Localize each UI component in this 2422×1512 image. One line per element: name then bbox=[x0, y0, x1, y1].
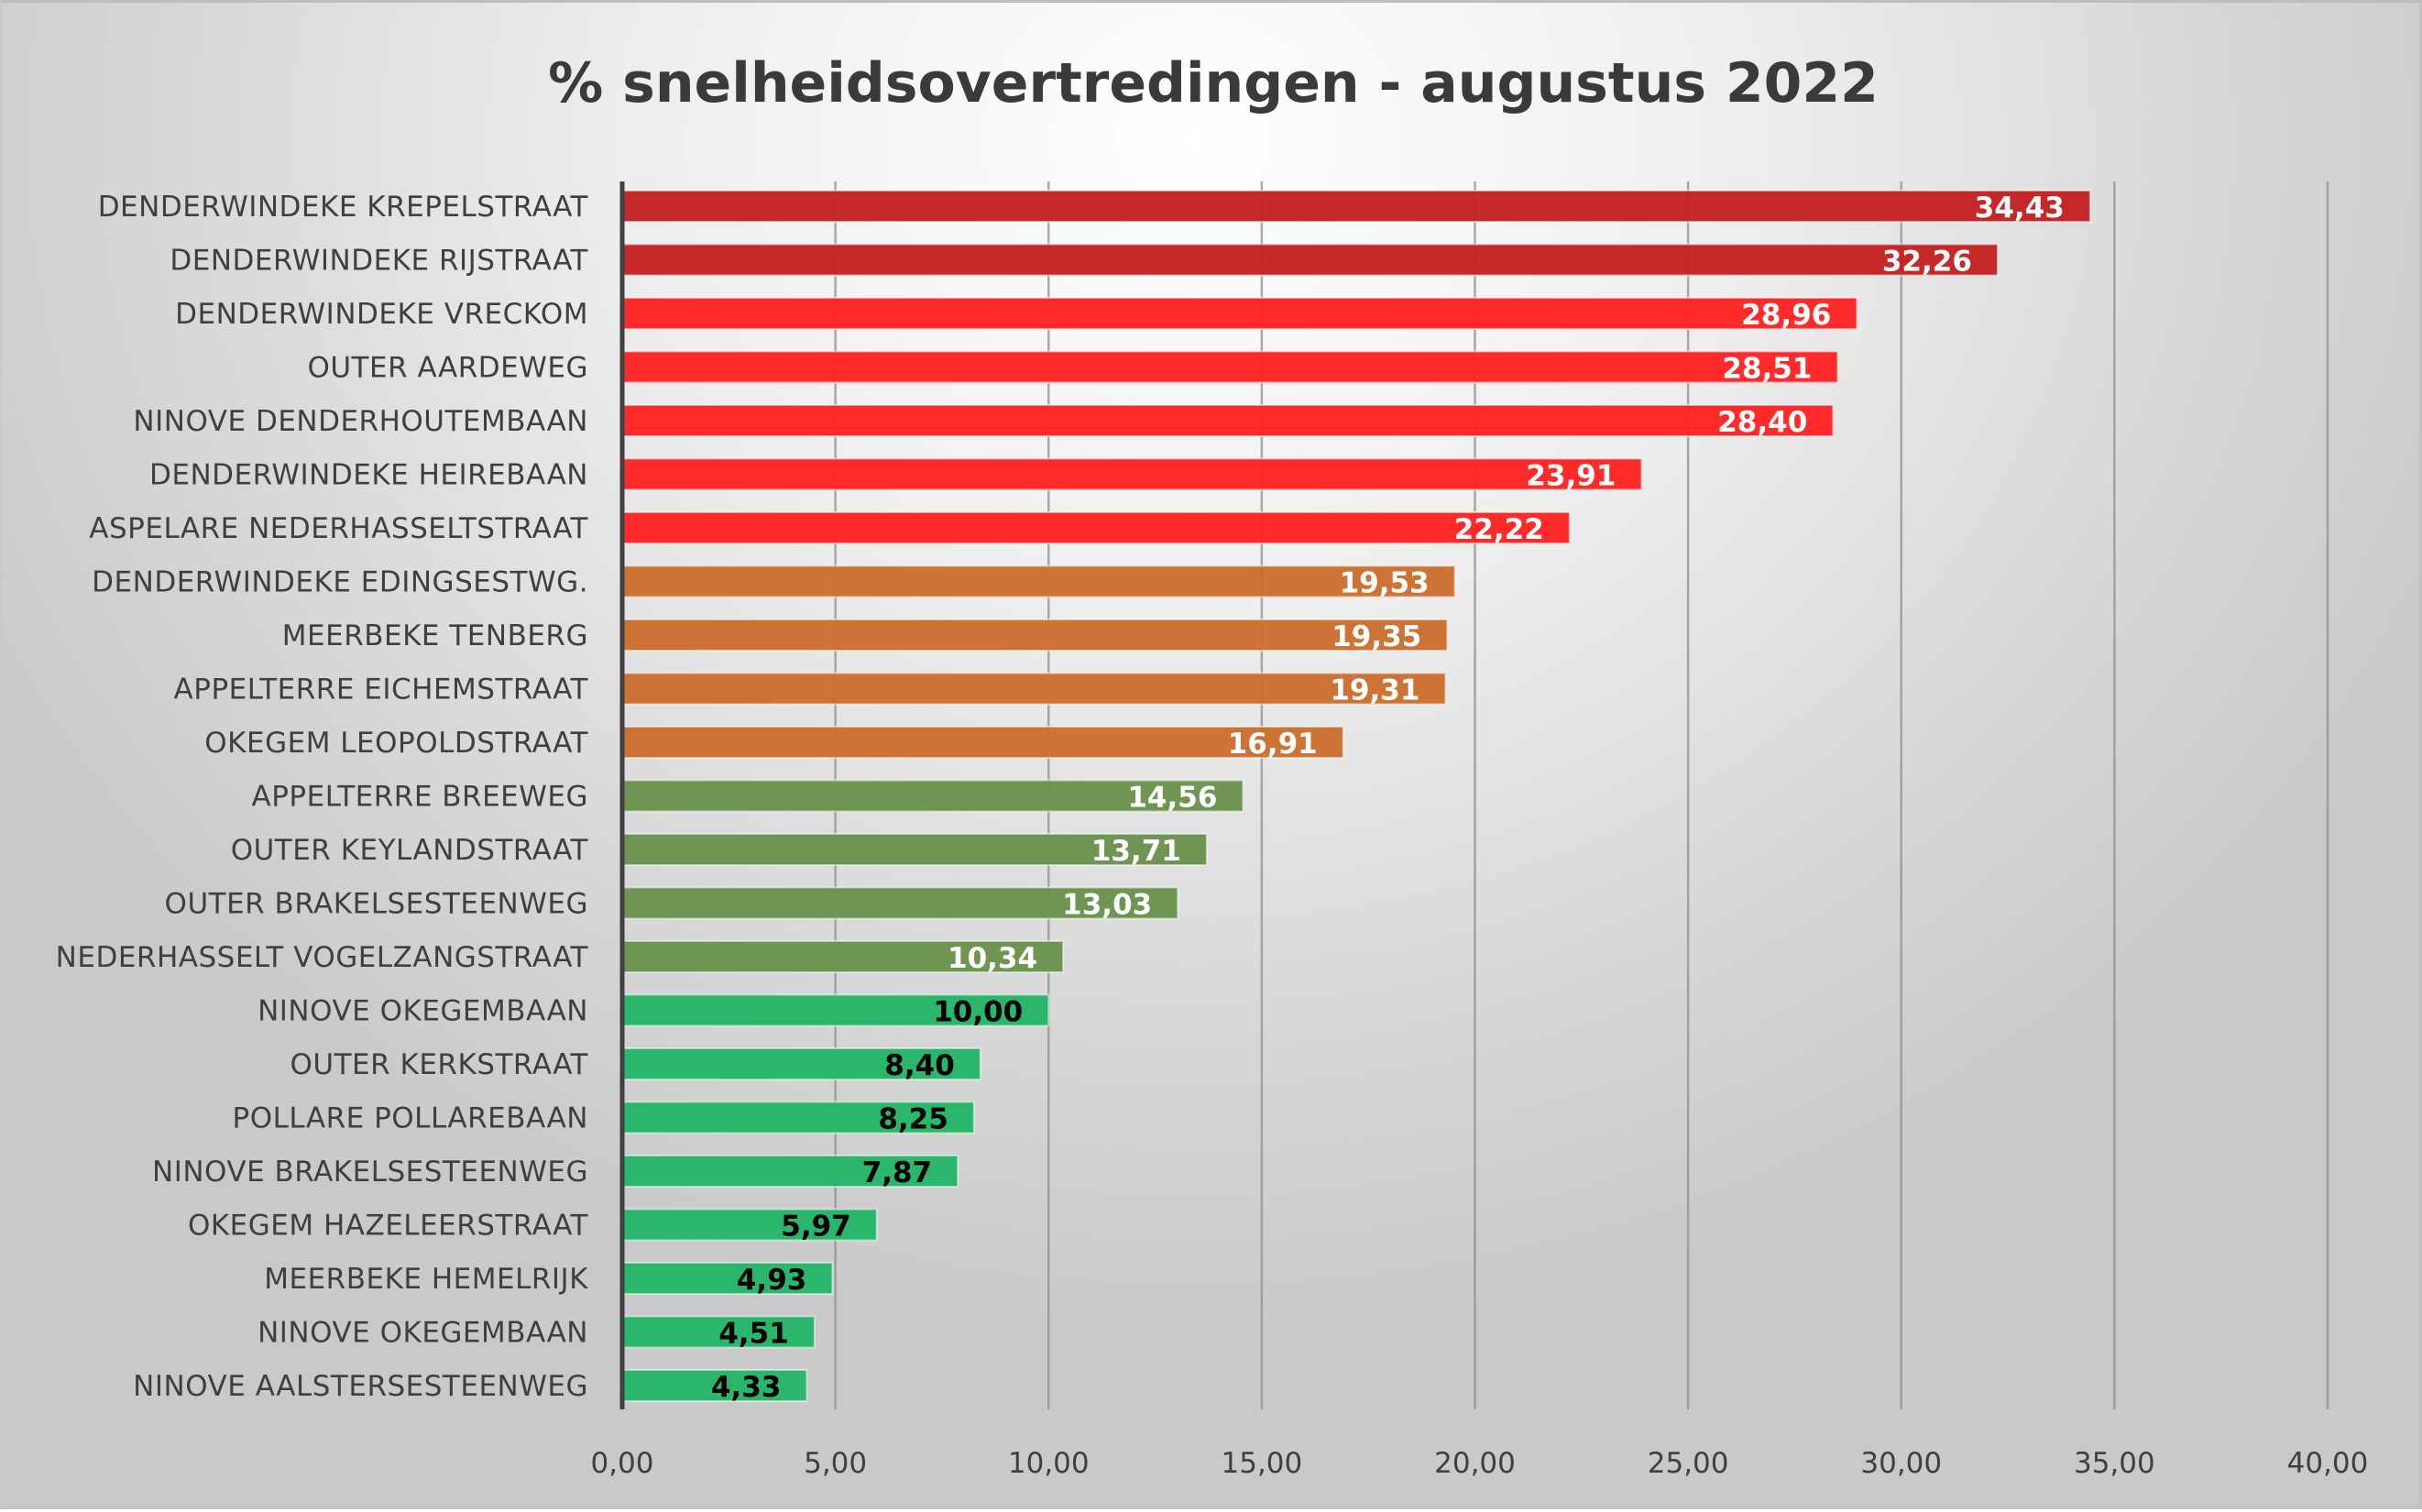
bar-value-label: 14,56 bbox=[1127, 782, 1217, 815]
bar bbox=[621, 1208, 878, 1242]
bar bbox=[621, 779, 1244, 813]
category-labels: DENDERWINDEKE KREPELSTRAAT DENDERWINDEKE … bbox=[56, 191, 589, 1403]
category-label: NINOVE AALSTERSESTEENWEG bbox=[133, 1370, 588, 1403]
category-label: NINOVE OKEGEMBAAN bbox=[258, 995, 588, 1028]
bar bbox=[621, 886, 1179, 920]
category-label: OUTER KERKSTRAAT bbox=[290, 1048, 589, 1081]
bar-value-label: 13,03 bbox=[1062, 889, 1152, 922]
bar bbox=[621, 1315, 816, 1349]
bar-value-label: 28,40 bbox=[1717, 406, 1807, 439]
category-label: NINOVE BRAKELSESTEENWEG bbox=[152, 1156, 588, 1189]
bar bbox=[621, 619, 1449, 652]
bar bbox=[621, 1155, 959, 1188]
bar-value-label: 19,35 bbox=[1332, 620, 1421, 653]
x-tick-label: 40,00 bbox=[2287, 1447, 2369, 1480]
category-label: ASPELARE NEDERHASSELTSTRAAT bbox=[89, 512, 588, 545]
bar-value-label: 19,31 bbox=[1330, 674, 1419, 707]
category-label: DENDERWINDEKE VRECKOM bbox=[175, 298, 588, 331]
x-tick-label: 25,00 bbox=[1648, 1447, 1729, 1480]
x-tick-label: 0,00 bbox=[590, 1447, 653, 1480]
bar-value-label: 8,40 bbox=[884, 1049, 955, 1082]
bar bbox=[621, 1262, 834, 1295]
category-label: NEDERHASSELT VOGELZANGSTRAAT bbox=[56, 941, 589, 974]
x-tick-label: 5,00 bbox=[804, 1447, 867, 1480]
category-label: OKEGEM HAZELEERSTRAAT bbox=[188, 1210, 589, 1243]
bar bbox=[621, 243, 1999, 277]
bar-chart: % snelheidsovertredingen - augustus 2022… bbox=[56, 51, 2369, 1480]
category-label: DENDERWINDEKE HEIREBAAN bbox=[149, 459, 588, 492]
bar-value-label: 19,53 bbox=[1340, 567, 1430, 600]
category-label: OUTER BRAKELSESTEENWEG bbox=[165, 888, 588, 921]
category-label: MEERBEKE TENBERG bbox=[282, 619, 588, 652]
bar-value-label: 10,00 bbox=[933, 996, 1023, 1029]
category-label: NINOVE DENDERHOUTEMBAAN bbox=[133, 405, 588, 438]
bar bbox=[621, 672, 1447, 706]
x-tick-label: 15,00 bbox=[1222, 1447, 1303, 1480]
bar-value-label: 5,97 bbox=[781, 1211, 851, 1244]
x-tick-labels: 0,00 5,00 10,00 15,00 20,00 25,00 30,00 35,00 40… bbox=[590, 1447, 2368, 1480]
bar-value-label: 10,34 bbox=[948, 942, 1037, 975]
bar bbox=[621, 511, 1571, 544]
category-label: DENDERWINDEKE KREPELSTRAAT bbox=[98, 191, 589, 224]
bar-value-label: 4,33 bbox=[711, 1371, 782, 1404]
category-label: OUTER KEYLANDSTRAAT bbox=[231, 834, 589, 867]
x-tick-label: 20,00 bbox=[1434, 1447, 1516, 1480]
x-tick-label: 35,00 bbox=[2074, 1447, 2155, 1480]
chart-title: % snelheidsovertredingen - augustus 2022 bbox=[548, 51, 1879, 115]
bar-value-label: 28,96 bbox=[1741, 299, 1831, 332]
bar-value-label: 34,43 bbox=[1975, 192, 2065, 225]
bar-value-label: 28,51 bbox=[1722, 353, 1812, 386]
bar bbox=[621, 404, 1835, 437]
category-label: APPELTERRE BREEWEG bbox=[252, 781, 588, 814]
category-label: DENDERWINDEKE RIJSTRAAT bbox=[170, 245, 588, 278]
bar bbox=[621, 190, 2091, 223]
category-label: OKEGEM LEOPOLDSTRAAT bbox=[204, 727, 588, 760]
bar bbox=[621, 1101, 975, 1134]
bar-value-label: 7,87 bbox=[862, 1156, 933, 1189]
category-label: OUTER AARDEWEG bbox=[307, 352, 588, 385]
bar bbox=[621, 993, 1050, 1027]
bar-value-label: 4,51 bbox=[718, 1318, 789, 1351]
gridlines bbox=[834, 181, 2329, 1409]
x-tick-label: 30,00 bbox=[1860, 1447, 1942, 1480]
bar-value-label: 32,26 bbox=[1882, 246, 1972, 279]
category-label: DENDERWINDEKE EDINGSESTWG. bbox=[92, 566, 588, 599]
bar-value-label: 23,91 bbox=[1526, 460, 1616, 493]
bar-value-label: 4,93 bbox=[737, 1264, 807, 1297]
bar-value-label: 16,91 bbox=[1228, 728, 1318, 761]
bar-value-label: 13,71 bbox=[1091, 835, 1181, 868]
category-label: MEERBEKE HEMELRIJK bbox=[264, 1263, 588, 1296]
bar-value-label: 8,25 bbox=[878, 1103, 948, 1136]
bar bbox=[621, 564, 1456, 598]
bar bbox=[621, 940, 1065, 973]
category-label: POLLARE POLLAREBAAN bbox=[233, 1102, 588, 1135]
category-label: APPELTERRE EICHEMSTRAAT bbox=[174, 674, 589, 707]
bar bbox=[621, 297, 1858, 330]
x-tick-label: 10,00 bbox=[1008, 1447, 1090, 1480]
bar-value-label: 22,22 bbox=[1454, 513, 1544, 546]
bar bbox=[621, 833, 1208, 866]
bar bbox=[621, 1047, 981, 1080]
bar bbox=[621, 457, 1643, 491]
bar bbox=[621, 350, 1839, 384]
category-label: NINOVE OKEGEMBAAN bbox=[258, 1317, 588, 1350]
